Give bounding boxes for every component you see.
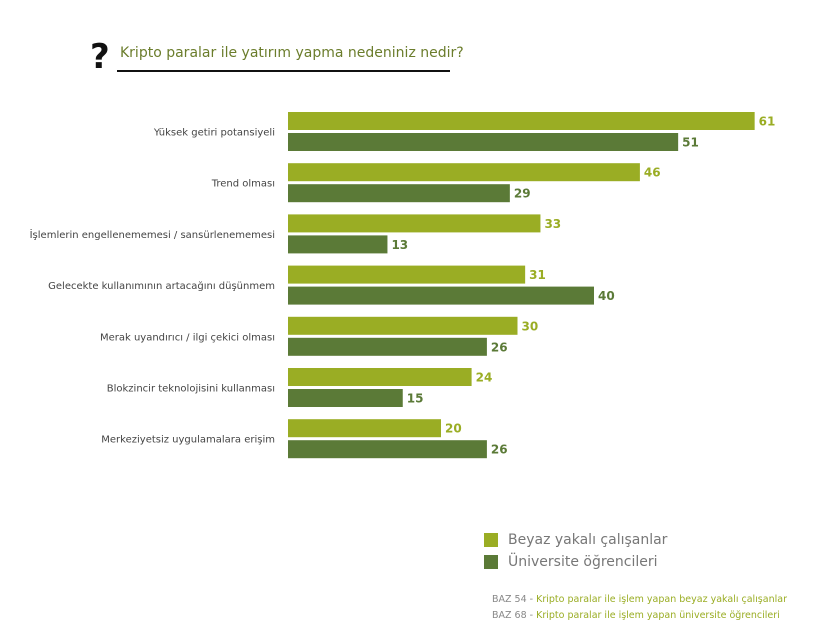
category-label: Merkeziyetsiz uygulamalara erişim [101, 435, 275, 446]
bar-chart: Yüksek getiri potansiyeli 61 51 Trend olmas… [30, 112, 776, 459]
title-underline [117, 70, 450, 72]
bar-series-2 [288, 389, 403, 407]
data-label-series-2: 26 [491, 340, 508, 354]
legend-swatch-series-2 [484, 555, 498, 569]
base-note-2-sep: - [526, 610, 537, 621]
data-label-series-2: 15 [407, 392, 424, 406]
base-note-1-sep: - [526, 594, 537, 605]
category-label: Gelecekte kullanımının artacağını düşünm… [48, 280, 275, 292]
bar-series-1 [288, 419, 441, 438]
bar-series-1 [288, 163, 640, 182]
base-note-2: BAZ 68 - Kripto paralar ile işlem yapan … [492, 610, 780, 621]
bar-series-1 [288, 112, 755, 130]
bar-series-1 [288, 214, 541, 233]
base-note-1-key: BAZ 54 [492, 594, 527, 605]
legend-item-series-2: Üniversite öğrencileri [484, 551, 667, 573]
data-label-series-1: 33 [544, 217, 561, 231]
chart-title: Kripto paralar ile yatırım yapma nedenin… [120, 45, 464, 61]
data-label-series-1: 31 [529, 268, 546, 282]
category-label: Trend olması [211, 179, 275, 190]
bar-series-2 [288, 235, 388, 254]
category-label: Merak uyandırıcı / ilgi çekici olması [100, 332, 275, 343]
data-label-series-1: 20 [445, 422, 462, 436]
data-label-series-2: 26 [491, 443, 508, 457]
bar-series-2 [288, 133, 679, 151]
category-label: Blokzincir teknolojisini kullanması [107, 384, 275, 395]
legend-label-series-2: Üniversite öğrencileri [508, 554, 658, 570]
bar-series-2 [288, 440, 487, 459]
bar-series-1 [288, 316, 518, 335]
legend-item-series-1: Beyaz yakalı çalışanlar [484, 529, 667, 551]
category-label: Yüksek getiri potansiyeli [153, 128, 275, 139]
bar-series-2 [288, 286, 594, 305]
base-note-1-text: Kripto paralar ile işlem yapan beyaz yak… [536, 594, 787, 605]
data-label-series-1: 46 [644, 166, 661, 180]
bar-series-1 [288, 265, 526, 284]
category-label: İşlemlerin engellenememesi / sansürlenem… [30, 228, 275, 241]
bar-series-2 [288, 184, 510, 203]
data-label-series-1: 30 [522, 319, 539, 333]
base-note-1: BAZ 54 - Kripto paralar ile işlem yapan … [492, 594, 787, 605]
data-label-series-1: 61 [759, 115, 776, 129]
data-label-series-2: 13 [391, 238, 408, 252]
data-label-series-2: 40 [598, 289, 615, 303]
legend-label-series-1: Beyaz yakalı çalışanlar [508, 532, 668, 548]
base-note-2-text: Kripto paralar ile işlem yapan üniversit… [536, 610, 780, 621]
bar-series-1 [288, 368, 472, 386]
question-icon: ? [90, 37, 110, 77]
data-label-series-1: 24 [476, 371, 493, 385]
legend-swatch-series-1 [484, 533, 498, 547]
bar-series-2 [288, 337, 487, 356]
base-note-2-key: BAZ 68 [492, 610, 527, 621]
data-label-series-2: 29 [514, 187, 531, 201]
legend: Beyaz yakalı çalışanlar Üniversite öğren… [484, 529, 667, 573]
data-label-series-2: 51 [682, 136, 699, 150]
